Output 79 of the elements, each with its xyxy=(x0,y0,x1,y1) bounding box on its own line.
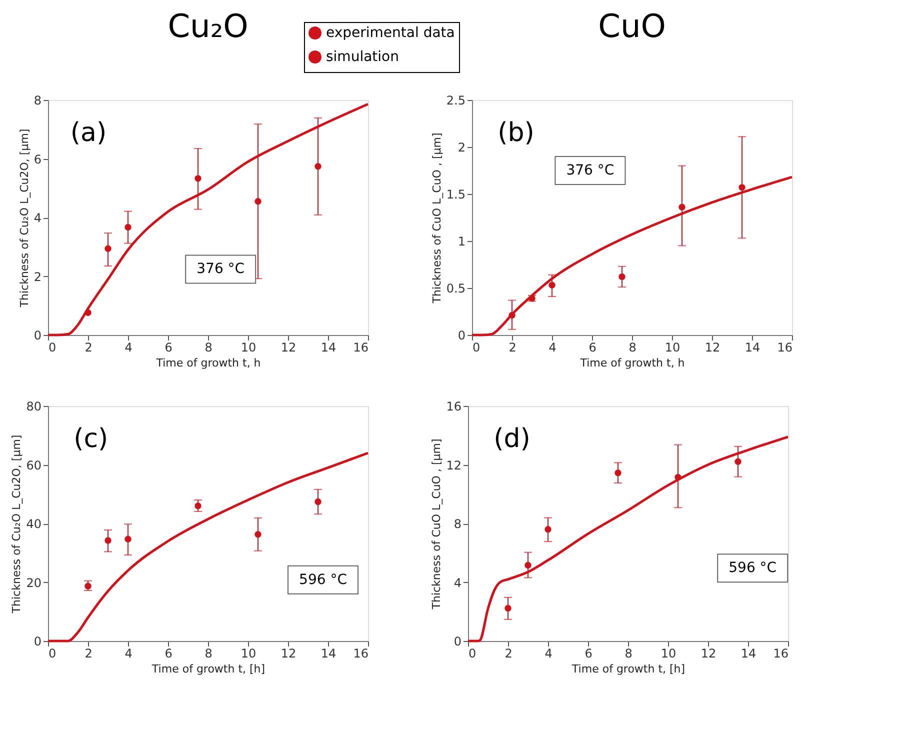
y-tick-label: 0 xyxy=(454,634,462,648)
x-axis-title: Time of growth t, h xyxy=(579,356,685,370)
annotation: (c) xyxy=(74,424,108,454)
x-tick-label: 10 xyxy=(660,646,676,660)
x-tick-label: 10 xyxy=(664,340,680,354)
x-tick-label: 16 xyxy=(777,340,792,354)
y-tick-label: 0 xyxy=(34,328,42,342)
y-tick-label: 0.5 xyxy=(446,282,466,296)
x-tick-label: 2 xyxy=(504,646,512,660)
x-tick-label: 6 xyxy=(164,646,172,660)
y-tick-label: 12 xyxy=(446,458,462,472)
legend-label: experimental data xyxy=(326,25,455,41)
x-tick-label: 0 xyxy=(472,340,480,354)
x-tick-label: 6 xyxy=(164,340,172,354)
x-tick-label: 10 xyxy=(240,646,256,660)
y-tick-label: 20 xyxy=(26,576,42,590)
annotation: 376 °C xyxy=(566,162,614,178)
x-tick-label: 12 xyxy=(700,646,716,660)
x-tick-label: 16 xyxy=(773,646,788,660)
x-tick-label: 2 xyxy=(84,646,92,660)
y-tick-label: 8 xyxy=(454,517,462,531)
x-axis-title: Time of growth t, h xyxy=(155,356,261,370)
y-tick-label: 80 xyxy=(26,400,42,414)
y-tick-label: 6 xyxy=(34,152,42,166)
chart-title: Cu₂O xyxy=(168,7,248,45)
x-tick-label: 10 xyxy=(240,340,256,354)
x-tick-label: 8 xyxy=(204,646,212,660)
annotation: (a) xyxy=(70,118,107,148)
x-tick-label: 0 xyxy=(468,646,476,660)
x-tick-label: 4 xyxy=(544,646,552,660)
line-series xyxy=(46,102,370,336)
x-tick-label: 8 xyxy=(628,340,636,354)
x-tick-label: 4 xyxy=(548,340,556,354)
y-tick-label: 4 xyxy=(34,211,42,225)
x-tick-label: 0 xyxy=(48,340,56,354)
y-tick-label: 8 xyxy=(34,94,42,108)
chart-title: CuO xyxy=(598,7,666,45)
y-axis-title: Thickness of CuO L_CuO , [µm] xyxy=(430,438,444,610)
x-tick-label: 12 xyxy=(280,646,296,660)
x-tick-label: 12 xyxy=(704,340,720,354)
y-tick-label: 1 xyxy=(458,234,466,248)
x-tick-label: 8 xyxy=(624,646,632,660)
x-tick-label: 8 xyxy=(204,340,212,354)
annotation: 596 °C xyxy=(299,572,348,588)
point xyxy=(84,309,92,316)
y-tick-label: 1.5 xyxy=(446,188,466,202)
x-tick-label: 6 xyxy=(584,646,592,660)
x-tick-label: 16 xyxy=(353,340,368,354)
annotation: (b) xyxy=(498,118,534,148)
y-axis-title: Thickness of Cu₂O L_Cu2O, [µm] xyxy=(18,128,31,308)
x-tick-label: 16 xyxy=(353,646,368,660)
x-tick-label: 2 xyxy=(508,340,516,354)
x-tick-label: 14 xyxy=(740,646,756,660)
y-tick-label: 0 xyxy=(458,328,466,342)
y-tick-label: 60 xyxy=(26,458,42,472)
legend-label: simulation xyxy=(326,49,399,65)
x-axis-title: Time of growth t, [h] xyxy=(150,662,266,676)
y-tick-label: 2 xyxy=(458,140,466,154)
y-tick-label: 2.5 xyxy=(446,94,466,108)
y-axis-title: Thickness of CuO L_CuO , [µm] xyxy=(430,132,444,304)
x-tick-label: 4 xyxy=(124,646,132,660)
x-tick-label: 14 xyxy=(320,340,336,354)
y-tick-label: 0 xyxy=(34,634,42,648)
x-tick-label: 14 xyxy=(320,646,336,660)
x-tick-label: 4 xyxy=(124,340,132,354)
annotation: 596 °C xyxy=(728,560,777,576)
y-tick-label: 2 xyxy=(34,270,42,284)
annotation: 376 °C xyxy=(196,261,245,278)
x-tick-label: 6 xyxy=(588,340,596,354)
y-axis-title: Thickness of Cu₂O L_Cu2O, [µm] xyxy=(10,434,24,614)
x-tick-label: 2 xyxy=(84,340,92,354)
x-tick-label: 14 xyxy=(744,340,760,354)
y-tick-label: 16 xyxy=(446,400,462,414)
y-tick-label: 4 xyxy=(454,576,462,590)
x-tick-label: 0 xyxy=(48,646,56,660)
x-axis-title: Time of growth t, [h] xyxy=(570,662,686,676)
x-tick-label: 12 xyxy=(280,340,296,354)
y-tick-label: 40 xyxy=(26,517,42,531)
annotation: (d) xyxy=(494,424,530,454)
